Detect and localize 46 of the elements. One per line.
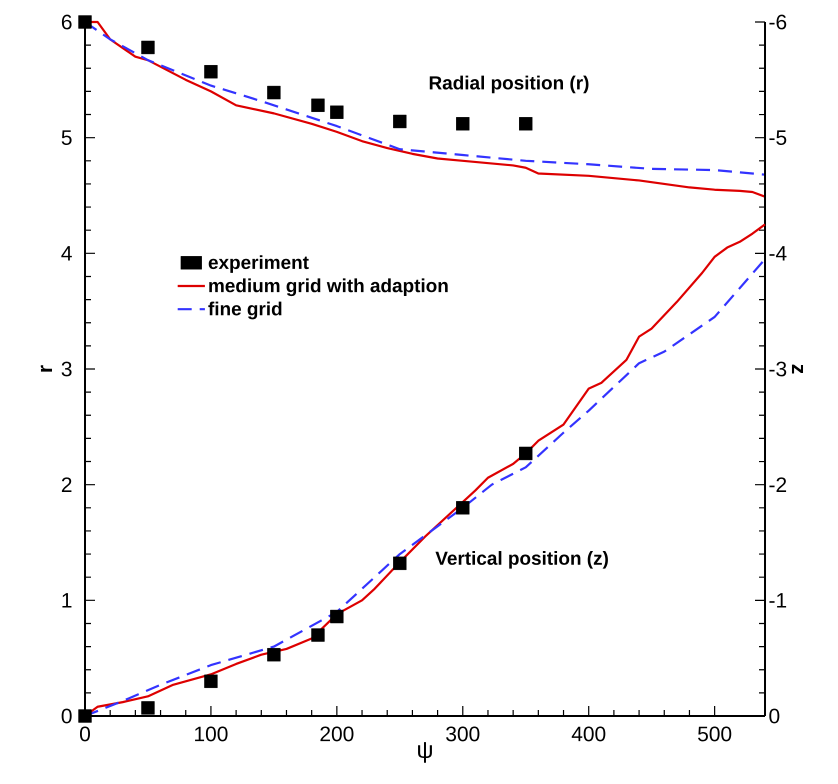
x-axis-title: ψ bbox=[418, 742, 432, 763]
point bbox=[141, 40, 155, 54]
y-tick-label: 3 bbox=[62, 362, 72, 376]
x-tick-label: 500 bbox=[698, 726, 732, 742]
legend-label: fine grid bbox=[208, 302, 282, 320]
x-tick-label: 0 bbox=[80, 726, 90, 742]
annotation: Vertical position (z) bbox=[435, 551, 608, 569]
point bbox=[267, 86, 281, 100]
y-tick-label: 2 bbox=[62, 477, 72, 492]
point bbox=[519, 117, 532, 130]
y-tick-label: 5 bbox=[62, 130, 72, 145]
y-tick-label: 4 bbox=[61, 246, 72, 261]
y2-tick-label: -1 bbox=[769, 593, 786, 608]
point bbox=[78, 15, 92, 29]
y2-tick-label: -6 bbox=[769, 14, 786, 30]
point bbox=[330, 610, 344, 624]
point bbox=[78, 709, 92, 723]
annotation: Radial position (r) bbox=[430, 76, 588, 94]
y-tick-label: 1 bbox=[62, 593, 72, 608]
x-tick-label: 200 bbox=[320, 726, 354, 742]
point bbox=[330, 106, 344, 119]
x-tick-label: 100 bbox=[195, 726, 228, 742]
point bbox=[204, 65, 218, 78]
point bbox=[311, 628, 325, 642]
point bbox=[456, 501, 470, 515]
y-tick-label: 0 bbox=[62, 708, 72, 724]
point bbox=[519, 446, 532, 460]
y2-axis-title: z bbox=[792, 364, 804, 374]
y2-tick-label: -3 bbox=[769, 362, 786, 376]
point bbox=[393, 556, 407, 570]
legend-label: medium grid with adaption bbox=[209, 278, 448, 296]
point bbox=[141, 701, 155, 715]
x-tick-label: 300 bbox=[446, 726, 480, 742]
point bbox=[456, 117, 470, 130]
y-tick-label: 6 bbox=[62, 14, 72, 30]
legend-label: experiment bbox=[208, 255, 309, 273]
y2-tick-label: -4 bbox=[769, 246, 787, 261]
y-axis-title: r bbox=[40, 365, 52, 372]
x-tick-label: 400 bbox=[572, 726, 606, 742]
y2-tick-label: 0 bbox=[769, 708, 780, 724]
point bbox=[311, 98, 325, 112]
y2-tick-label: -2 bbox=[769, 477, 786, 492]
point bbox=[393, 114, 407, 128]
y2-tick-label: -5 bbox=[769, 130, 786, 145]
point bbox=[204, 674, 218, 688]
point bbox=[267, 648, 281, 662]
